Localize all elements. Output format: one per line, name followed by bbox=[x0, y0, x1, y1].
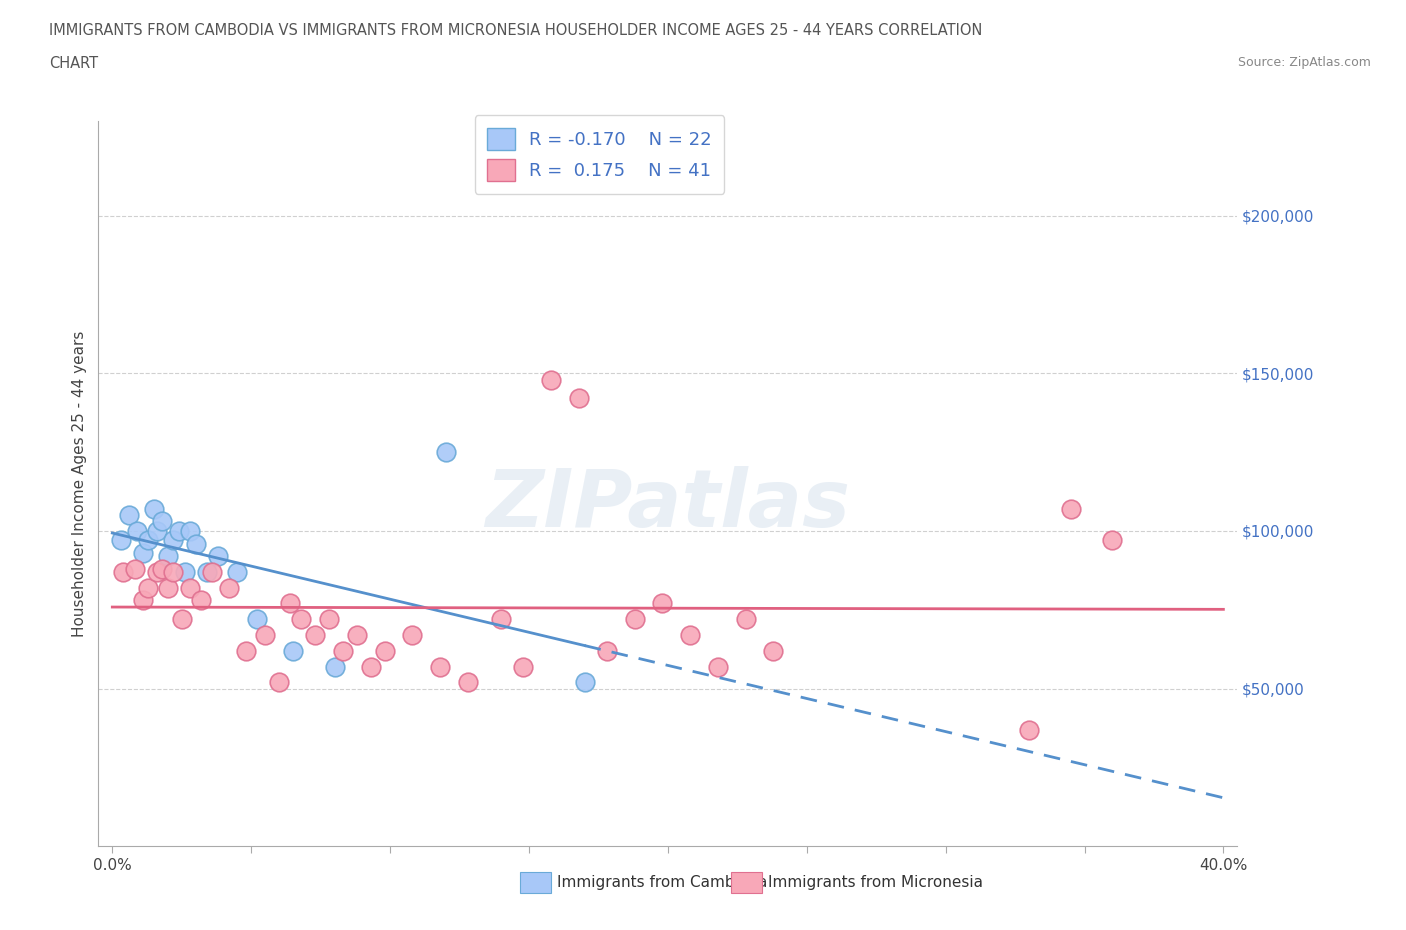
Point bbox=[489, 612, 512, 627]
Point bbox=[568, 391, 591, 405]
Point bbox=[145, 565, 167, 579]
Point bbox=[173, 565, 195, 579]
Point bbox=[170, 612, 193, 627]
Point bbox=[512, 659, 534, 674]
Point bbox=[184, 536, 207, 551]
Point bbox=[179, 580, 201, 595]
Point bbox=[651, 596, 673, 611]
Point bbox=[150, 514, 173, 529]
Point bbox=[596, 644, 619, 658]
Point bbox=[112, 565, 135, 579]
Point bbox=[145, 524, 167, 538]
Point bbox=[138, 533, 160, 548]
Point bbox=[138, 580, 160, 595]
Point bbox=[201, 565, 224, 579]
Point bbox=[734, 612, 756, 627]
Text: Immigrants from Cambodia: Immigrants from Cambodia bbox=[557, 875, 768, 890]
Point bbox=[150, 562, 173, 577]
Point bbox=[574, 675, 596, 690]
Point bbox=[254, 628, 277, 643]
Point bbox=[429, 659, 451, 674]
Legend: R = -0.170    N = 22, R =  0.175    N = 41: R = -0.170 N = 22, R = 0.175 N = 41 bbox=[475, 115, 724, 193]
Y-axis label: Householder Income Ages 25 - 44 years: Householder Income Ages 25 - 44 years bbox=[72, 330, 87, 637]
Point bbox=[226, 565, 249, 579]
Point bbox=[127, 524, 149, 538]
Point bbox=[434, 445, 457, 459]
Point bbox=[235, 644, 257, 658]
Point bbox=[124, 562, 146, 577]
Point bbox=[318, 612, 340, 627]
Text: Source: ZipAtlas.com: Source: ZipAtlas.com bbox=[1237, 56, 1371, 69]
Point bbox=[179, 524, 201, 538]
Point bbox=[360, 659, 382, 674]
Point bbox=[246, 612, 269, 627]
Point bbox=[156, 580, 179, 595]
Point bbox=[304, 628, 326, 643]
Point bbox=[195, 565, 218, 579]
Point bbox=[332, 644, 354, 658]
Text: ZIPatlas: ZIPatlas bbox=[485, 466, 851, 544]
Point bbox=[373, 644, 395, 658]
Point bbox=[162, 533, 184, 548]
Point bbox=[679, 628, 702, 643]
Point bbox=[132, 546, 155, 561]
Text: CHART: CHART bbox=[49, 56, 98, 71]
Point bbox=[1018, 723, 1040, 737]
Point bbox=[132, 592, 155, 607]
Text: IMMIGRANTS FROM CAMBODIA VS IMMIGRANTS FROM MICRONESIA HOUSEHOLDER INCOME AGES 2: IMMIGRANTS FROM CAMBODIA VS IMMIGRANTS F… bbox=[49, 23, 983, 38]
Point bbox=[162, 565, 184, 579]
Point bbox=[1101, 533, 1123, 548]
Point bbox=[156, 549, 179, 564]
Point bbox=[762, 644, 785, 658]
Point bbox=[707, 659, 730, 674]
Text: Immigrants from Micronesia: Immigrants from Micronesia bbox=[768, 875, 983, 890]
Point bbox=[278, 596, 301, 611]
Point bbox=[167, 524, 190, 538]
Point bbox=[457, 675, 479, 690]
Point bbox=[323, 659, 346, 674]
Point bbox=[110, 533, 132, 548]
Point bbox=[1059, 501, 1081, 516]
Point bbox=[218, 580, 240, 595]
Point bbox=[267, 675, 290, 690]
Point bbox=[290, 612, 312, 627]
Point bbox=[281, 644, 304, 658]
Point bbox=[623, 612, 645, 627]
Point bbox=[401, 628, 423, 643]
Point bbox=[190, 592, 212, 607]
Point bbox=[143, 501, 166, 516]
Point bbox=[346, 628, 368, 643]
Point bbox=[118, 508, 141, 523]
Point bbox=[540, 372, 562, 387]
Point bbox=[207, 549, 229, 564]
